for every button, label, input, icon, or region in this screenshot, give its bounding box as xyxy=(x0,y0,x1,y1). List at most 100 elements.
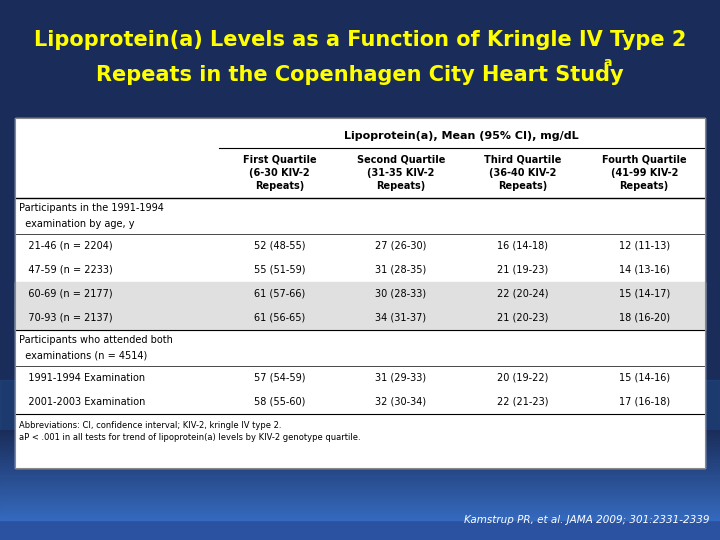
Bar xyxy=(0,464,720,466)
Bar xyxy=(0,516,720,517)
Bar xyxy=(0,443,720,445)
Text: 21 (20-23): 21 (20-23) xyxy=(497,313,548,323)
Bar xyxy=(0,497,720,499)
Bar xyxy=(0,453,720,454)
Bar xyxy=(15,282,705,306)
Text: 34 (31-37): 34 (31-37) xyxy=(375,313,426,323)
Bar xyxy=(0,478,720,480)
Bar xyxy=(0,508,720,510)
Bar xyxy=(0,475,720,476)
Bar xyxy=(0,470,720,472)
Bar xyxy=(0,484,720,485)
Text: First Quartile
(6-30 KIV-2
Repeats): First Quartile (6-30 KIV-2 Repeats) xyxy=(243,155,316,191)
Text: 12 (11-13): 12 (11-13) xyxy=(618,241,670,251)
Bar xyxy=(0,462,720,463)
Text: Lipoprotein(a) Levels as a Function of Kringle IV Type 2: Lipoprotein(a) Levels as a Function of K… xyxy=(34,30,686,50)
Bar xyxy=(0,463,720,464)
Bar xyxy=(0,487,720,489)
Bar xyxy=(0,505,720,507)
Text: Second Quartile
(31-35 KIV-2
Repeats): Second Quartile (31-35 KIV-2 Repeats) xyxy=(357,155,445,191)
Text: 14 (13-16): 14 (13-16) xyxy=(618,265,670,275)
Bar xyxy=(0,430,720,431)
Bar xyxy=(0,485,720,487)
Text: 16 (14-18): 16 (14-18) xyxy=(497,241,548,251)
Bar xyxy=(0,518,720,520)
Bar xyxy=(0,501,720,502)
Text: 1991-1994 Examination: 1991-1994 Examination xyxy=(19,373,145,383)
Bar xyxy=(0,460,720,462)
Bar xyxy=(0,483,720,484)
Bar xyxy=(0,503,720,505)
Text: 18 (16-20): 18 (16-20) xyxy=(618,313,670,323)
Text: 61 (57-66): 61 (57-66) xyxy=(253,289,305,299)
Text: 27 (26-30): 27 (26-30) xyxy=(375,241,427,251)
Bar xyxy=(0,437,720,439)
Text: 2001-2003 Examination: 2001-2003 Examination xyxy=(19,397,145,407)
Text: 32 (30-34): 32 (30-34) xyxy=(375,397,426,407)
Bar xyxy=(0,456,720,457)
Text: Lipoprotein(a), Mean (95% CI), mg/dL: Lipoprotein(a), Mean (95% CI), mg/dL xyxy=(344,131,579,141)
Text: a: a xyxy=(603,57,611,70)
Text: 22 (20-24): 22 (20-24) xyxy=(497,289,549,299)
Text: 31 (28-35): 31 (28-35) xyxy=(375,265,426,275)
Text: Kamstrup PR, et al. JAMA 2009; 301:2331-2339: Kamstrup PR, et al. JAMA 2009; 301:2331-… xyxy=(464,515,710,525)
Text: Third Quartile
(36-40 KIV-2
Repeats): Third Quartile (36-40 KIV-2 Repeats) xyxy=(484,155,562,191)
Text: 22 (21-23): 22 (21-23) xyxy=(497,397,549,407)
Bar xyxy=(0,496,720,497)
Text: Participants who attended both: Participants who attended both xyxy=(19,335,173,345)
Bar xyxy=(0,431,720,433)
Bar xyxy=(0,448,720,449)
Bar xyxy=(0,442,720,443)
Bar xyxy=(0,476,720,478)
Bar xyxy=(0,491,720,493)
Text: 30 (28-33): 30 (28-33) xyxy=(375,289,426,299)
Bar xyxy=(0,458,720,460)
Bar xyxy=(0,510,720,511)
Bar xyxy=(0,493,720,495)
Text: 20 (19-22): 20 (19-22) xyxy=(497,373,548,383)
Text: 57 (54-59): 57 (54-59) xyxy=(253,373,305,383)
Bar xyxy=(0,439,720,441)
Text: 52 (48-55): 52 (48-55) xyxy=(253,241,305,251)
Bar xyxy=(0,502,720,503)
Text: 55 (51-59): 55 (51-59) xyxy=(253,265,305,275)
Text: 58 (55-60): 58 (55-60) xyxy=(253,397,305,407)
Text: 31 (29-33): 31 (29-33) xyxy=(375,373,426,383)
Bar xyxy=(0,489,720,490)
Text: aP < .001 in all tests for trend of lipoprotein(a) levels by KIV-2 genotype quar: aP < .001 in all tests for trend of lipo… xyxy=(19,434,361,442)
Bar xyxy=(0,481,720,483)
Bar xyxy=(0,480,720,481)
Text: 15 (14-16): 15 (14-16) xyxy=(618,373,670,383)
Bar xyxy=(0,490,720,491)
Text: 61 (56-65): 61 (56-65) xyxy=(253,313,305,323)
Bar xyxy=(0,472,720,474)
Text: Participants in the 1991-1994: Participants in the 1991-1994 xyxy=(19,203,164,213)
Text: 60-69 (n = 2177): 60-69 (n = 2177) xyxy=(19,289,112,299)
Text: Repeats in the Copenhagen City Heart Study: Repeats in the Copenhagen City Heart Stu… xyxy=(96,65,624,85)
Bar xyxy=(15,306,705,330)
Bar xyxy=(0,517,720,518)
Bar xyxy=(0,430,720,540)
Text: Abbreviations: CI, confidence interval; KIV-2, kringle IV type 2.: Abbreviations: CI, confidence interval; … xyxy=(19,422,282,430)
Text: 21-46 (n = 2204): 21-46 (n = 2204) xyxy=(19,241,112,251)
Text: 47-59 (n = 2233): 47-59 (n = 2233) xyxy=(19,265,113,275)
Bar xyxy=(15,118,705,468)
Bar xyxy=(0,466,720,468)
Text: 17 (16-18): 17 (16-18) xyxy=(618,397,670,407)
Bar xyxy=(0,474,720,475)
Bar xyxy=(0,380,720,430)
Bar xyxy=(0,451,720,453)
Text: examinations (n = 4514): examinations (n = 4514) xyxy=(19,351,148,361)
Text: 15 (14-17): 15 (14-17) xyxy=(618,289,670,299)
Bar xyxy=(0,454,720,456)
Text: 70-93 (n = 2137): 70-93 (n = 2137) xyxy=(19,313,112,323)
Bar xyxy=(0,435,720,436)
Bar xyxy=(0,447,720,448)
Bar xyxy=(0,495,720,496)
Bar xyxy=(0,433,720,435)
Bar xyxy=(0,511,720,512)
Bar xyxy=(15,118,705,468)
Bar xyxy=(0,436,720,437)
Bar xyxy=(0,468,720,469)
Bar xyxy=(0,512,720,514)
